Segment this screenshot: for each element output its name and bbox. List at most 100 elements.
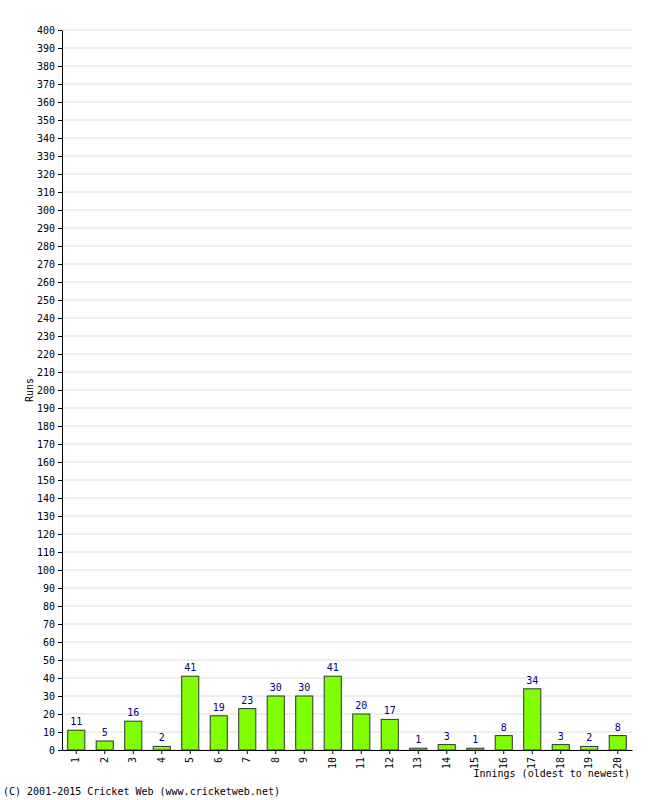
bar — [267, 696, 284, 750]
y-tick-mark — [58, 714, 62, 715]
y-tick-mark — [58, 588, 62, 589]
grid-line — [62, 174, 632, 175]
y-tick-label: 80 — [43, 601, 55, 612]
bar — [524, 689, 541, 750]
y-tick-label: 230 — [37, 331, 55, 342]
y-tick-mark — [58, 282, 62, 283]
y-tick: 70 — [43, 619, 62, 630]
y-tick-label: 320 — [37, 169, 55, 180]
y-tick-label: 170 — [37, 439, 55, 450]
y-tick-label: 360 — [37, 97, 55, 108]
y-tick-mark — [58, 300, 62, 301]
x-tick: 4 — [156, 750, 167, 763]
data-label: 8 — [501, 722, 507, 733]
x-tick-label: 9 — [298, 757, 309, 763]
grid-line — [62, 282, 632, 283]
y-tick-mark — [58, 624, 62, 625]
grid-line — [62, 642, 632, 643]
grid-line — [62, 408, 632, 409]
grid-line — [62, 462, 632, 463]
x-tick: 5 — [184, 750, 195, 763]
bar — [353, 714, 370, 750]
x-tick: 8 — [270, 750, 281, 763]
y-tick-mark — [58, 444, 62, 445]
y-tick-label: 370 — [37, 79, 55, 90]
bars — [68, 676, 627, 750]
y-tick-mark — [58, 102, 62, 103]
grid-line — [62, 624, 632, 625]
x-tick-mark — [389, 750, 390, 754]
y-tick-label: 380 — [37, 61, 55, 72]
x-tick-mark — [361, 750, 362, 754]
grid-line — [62, 192, 632, 193]
grid-line — [62, 498, 632, 499]
x-tick-mark — [617, 750, 618, 754]
grid-line — [62, 84, 632, 85]
x-tick-label: 11 — [355, 757, 366, 769]
bar — [552, 745, 569, 750]
bar — [381, 719, 398, 750]
y-tick-mark — [58, 84, 62, 85]
x-axis: 1234567891011121314151617181920 — [63, 750, 633, 769]
y-tick: 350 — [37, 115, 62, 126]
x-tick-mark — [532, 750, 533, 754]
y-tick-label: 240 — [37, 313, 55, 324]
y-tick: 120 — [37, 529, 62, 540]
y-tick-mark — [58, 678, 62, 679]
y-tick-label: 150 — [37, 475, 55, 486]
grid — [62, 30, 632, 750]
data-label: 2 — [586, 732, 592, 743]
y-tick-label: 160 — [37, 457, 55, 468]
data-label: 17 — [384, 705, 396, 716]
y-tick: 90 — [43, 583, 62, 594]
grid-line — [62, 300, 632, 301]
grid-line — [62, 66, 632, 67]
bar — [467, 748, 484, 750]
y-tick-mark — [58, 570, 62, 571]
y-tick-label: 310 — [37, 187, 55, 198]
x-tick: 10 — [327, 750, 338, 769]
x-tick-mark — [418, 750, 419, 754]
y-tick: 60 — [43, 637, 62, 648]
y-tick-mark — [58, 264, 62, 265]
data-labels: 1151624119233030412017131834328 — [70, 662, 621, 745]
grid-line — [62, 714, 632, 715]
y-tick: 0 — [49, 745, 62, 756]
grid-line — [62, 372, 632, 373]
bar — [410, 748, 427, 750]
y-tick-label: 70 — [43, 619, 55, 630]
y-tick-label: 100 — [37, 565, 55, 576]
y-tick: 80 — [43, 601, 62, 612]
grid-line — [62, 696, 632, 697]
y-tick: 240 — [37, 313, 62, 324]
grid-line — [62, 552, 632, 553]
grid-line — [62, 516, 632, 517]
x-tick-mark — [560, 750, 561, 754]
x-tick: 16 — [498, 750, 509, 769]
y-tick-mark — [58, 606, 62, 607]
x-tick-mark — [218, 750, 219, 754]
x-tick-label: 14 — [441, 757, 452, 769]
x-tick: 7 — [241, 750, 252, 763]
x-tick-label: 8 — [270, 757, 281, 763]
y-tick-mark — [58, 210, 62, 211]
data-label: 5 — [102, 727, 108, 738]
y-tick-mark — [58, 480, 62, 481]
y-tick: 300 — [37, 205, 62, 216]
data-label: 34 — [526, 675, 538, 686]
y-tick-label: 270 — [37, 259, 55, 270]
x-tick: 15 — [469, 750, 480, 769]
y-tick-mark — [58, 48, 62, 49]
bar — [182, 676, 199, 750]
y-tick-label: 350 — [37, 115, 55, 126]
x-tick-mark — [589, 750, 590, 754]
grid-line — [62, 570, 632, 571]
grid-line — [62, 336, 632, 337]
copyright: (C) 2001-2015 Cricket Web (www.cricketwe… — [3, 786, 280, 797]
grid-line — [62, 588, 632, 589]
grid-line — [62, 138, 632, 139]
data-label: 23 — [241, 695, 253, 706]
data-label: 11 — [70, 716, 82, 727]
y-tick-mark — [58, 696, 62, 697]
x-tick-mark — [503, 750, 504, 754]
